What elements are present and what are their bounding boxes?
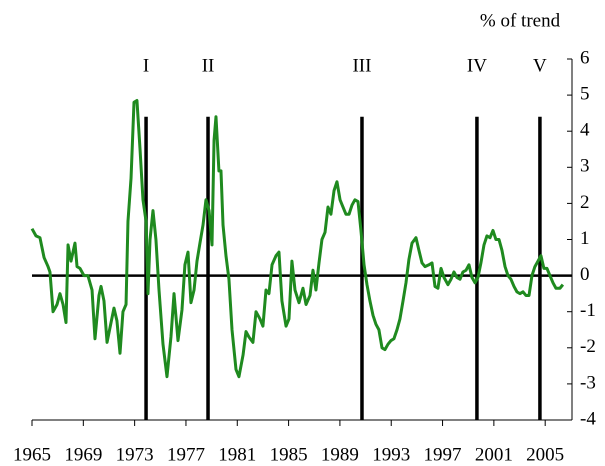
event-label: II xyxy=(202,55,215,76)
x-tick-label: 1997 xyxy=(424,444,462,465)
event-label: IV xyxy=(467,55,487,76)
data-line xyxy=(30,99,565,379)
x-tick-label: 1965 xyxy=(13,444,51,465)
x-tick-label: 1985 xyxy=(270,444,308,465)
y-tick-label: -4 xyxy=(580,408,596,429)
x-tick-label: 1989 xyxy=(321,444,359,465)
x-tick-label: 1973 xyxy=(116,444,154,465)
x-tick-label: 1993 xyxy=(372,444,410,465)
x-tick-label: 2005 xyxy=(526,444,564,465)
y-tick-label: 2 xyxy=(580,192,590,213)
x-tick-label: 1981 xyxy=(218,444,256,465)
y-tick-label: 5 xyxy=(580,83,590,104)
y-tick-label: 1 xyxy=(580,228,590,249)
axis-title: % of trend xyxy=(480,10,561,31)
y-tick-label: -2 xyxy=(580,336,596,357)
event-label: V xyxy=(533,55,547,76)
x-tick-label: 1969 xyxy=(64,444,102,465)
y-tick-label: 3 xyxy=(580,156,590,177)
y-tick-label: -3 xyxy=(580,372,596,393)
x-tick-label: 1977 xyxy=(167,444,205,465)
y-tick-label: 4 xyxy=(580,120,590,141)
y-tick-label: 6 xyxy=(580,47,590,68)
y-tick-label: -1 xyxy=(580,300,596,321)
event-label: I xyxy=(143,55,149,76)
event-label: III xyxy=(352,55,371,76)
y-tick-label: 0 xyxy=(580,264,590,285)
x-tick-label: 2001 xyxy=(475,444,513,465)
